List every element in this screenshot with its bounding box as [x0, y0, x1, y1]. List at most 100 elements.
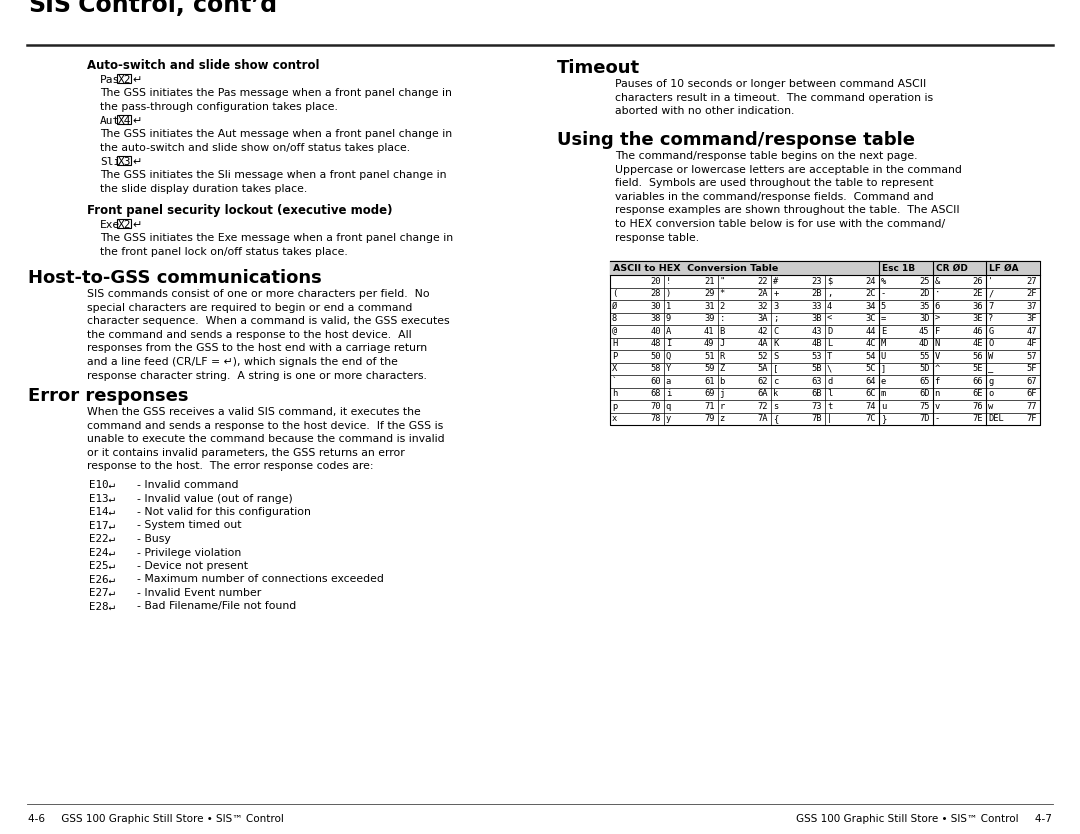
Text: 56: 56 [973, 351, 983, 360]
Text: l: l [827, 389, 833, 398]
Text: 64: 64 [865, 376, 876, 385]
Text: 2B: 2B [811, 289, 822, 298]
Text: \: \ [827, 364, 833, 373]
Text: 4-6     GSS 100 Graphic Still Store • SIS™ Control: 4-6 GSS 100 Graphic Still Store • SIS™ C… [28, 814, 284, 824]
Text: E27↵: E27↵ [89, 588, 114, 598]
Text: F: F [934, 326, 940, 335]
Text: v: v [934, 401, 940, 410]
Text: 40: 40 [650, 326, 661, 335]
Text: ,: , [827, 289, 833, 298]
Text: 51: 51 [704, 351, 715, 360]
Text: g: g [988, 376, 994, 385]
Text: - Invalid value (out of range): - Invalid value (out of range) [137, 494, 293, 504]
Text: 5: 5 [881, 302, 886, 310]
Text: 3A: 3A [758, 314, 768, 323]
Text: ™: ™ [60, 0, 73, 9]
Text: E17↵: E17↵ [89, 520, 114, 530]
Text: 8: 8 [612, 314, 618, 323]
Text: 54: 54 [865, 351, 876, 360]
Text: 5C: 5C [865, 364, 876, 373]
Text: E: E [881, 326, 886, 335]
Text: 2F: 2F [1026, 289, 1037, 298]
Text: Exe: Exe [100, 220, 120, 230]
Text: ]: ] [881, 364, 886, 373]
Text: (: ( [612, 289, 618, 298]
Text: 50: 50 [650, 351, 661, 360]
Text: ": " [719, 277, 725, 285]
Text: 4B: 4B [811, 339, 822, 348]
Text: k: k [773, 389, 779, 398]
Text: 33: 33 [811, 302, 822, 310]
Text: 57: 57 [1026, 351, 1037, 360]
Text: E13↵: E13↵ [89, 494, 114, 504]
Text: 2C: 2C [865, 289, 876, 298]
Text: J: J [719, 339, 725, 348]
Text: E26↵: E26↵ [89, 575, 114, 585]
Text: b: b [719, 376, 725, 385]
Bar [610, 261, 1040, 425]
Text: 75: 75 [919, 401, 930, 410]
Text: z: z [719, 414, 725, 423]
Text: R: R [719, 351, 725, 360]
Text: #: # [773, 277, 779, 285]
Text: Y: Y [665, 364, 671, 373]
Text: DEL: DEL [988, 414, 1004, 423]
Text: y: y [665, 414, 671, 423]
Text: 70: 70 [650, 401, 661, 410]
Text: 7E: 7E [973, 414, 983, 423]
Bar [610, 261, 1040, 275]
Text: 65: 65 [919, 376, 930, 385]
Text: 72: 72 [758, 401, 768, 410]
Text: 63: 63 [811, 376, 822, 385]
Text: /: / [988, 289, 994, 298]
Text: - Bad Filename/File not found: - Bad Filename/File not found [137, 601, 296, 611]
Text: C: C [773, 326, 779, 335]
Text: 31: 31 [704, 302, 715, 310]
Text: The GSS initiates the Exe message when a front panel change in
the front panel l: The GSS initiates the Exe message when a… [100, 233, 454, 257]
Text: ↵: ↵ [132, 157, 141, 167]
Text: 35: 35 [919, 302, 930, 310]
Text: 76: 76 [973, 401, 983, 410]
Text: 1: 1 [665, 302, 671, 310]
Text: 28: 28 [650, 289, 661, 298]
Text: Error responses: Error responses [28, 387, 189, 405]
Text: 3: 3 [773, 302, 779, 310]
Text: 7A: 7A [758, 414, 768, 423]
Text: 34: 34 [865, 302, 876, 310]
Text: P: P [612, 351, 618, 360]
Text: 2D: 2D [919, 289, 930, 298]
Text: ↵: ↵ [132, 220, 141, 230]
Text: 9: 9 [665, 314, 671, 323]
Text: n: n [934, 389, 940, 398]
Text: <: < [827, 314, 833, 323]
Text: x: x [612, 414, 618, 423]
Text: 74: 74 [865, 401, 876, 410]
Text: 60: 60 [650, 376, 661, 385]
Text: 49: 49 [704, 339, 715, 348]
Text: - Maximum number of connections exceeded: - Maximum number of connections exceeded [137, 575, 383, 585]
Text: 3B: 3B [811, 314, 822, 323]
Text: q: q [665, 401, 671, 410]
Text: 22: 22 [758, 277, 768, 285]
Text: - Invalid command: - Invalid command [137, 480, 239, 490]
Text: I: I [665, 339, 671, 348]
Text: :: : [719, 314, 725, 323]
Text: 66: 66 [973, 376, 983, 385]
Text: Using the command/response table: Using the command/response table [557, 131, 915, 149]
Text: 47: 47 [1026, 326, 1037, 335]
Text: 7F: 7F [1026, 414, 1037, 423]
Text: 71: 71 [704, 401, 715, 410]
Text: 3E: 3E [973, 314, 983, 323]
Text: 52: 52 [758, 351, 768, 360]
Text: 37: 37 [1026, 302, 1037, 310]
Text: ↵: ↵ [132, 75, 141, 85]
Text: 79: 79 [704, 414, 715, 423]
Text: Host-to-GSS communications: Host-to-GSS communications [28, 269, 322, 287]
Text: X2: X2 [119, 75, 132, 85]
Text: d: d [827, 376, 833, 385]
Text: u: u [881, 401, 886, 410]
Text: ;: ; [773, 314, 779, 323]
Text: Control, cont’d: Control, cont’d [70, 0, 278, 17]
Text: -: - [881, 289, 886, 298]
Text: !: ! [665, 277, 671, 285]
